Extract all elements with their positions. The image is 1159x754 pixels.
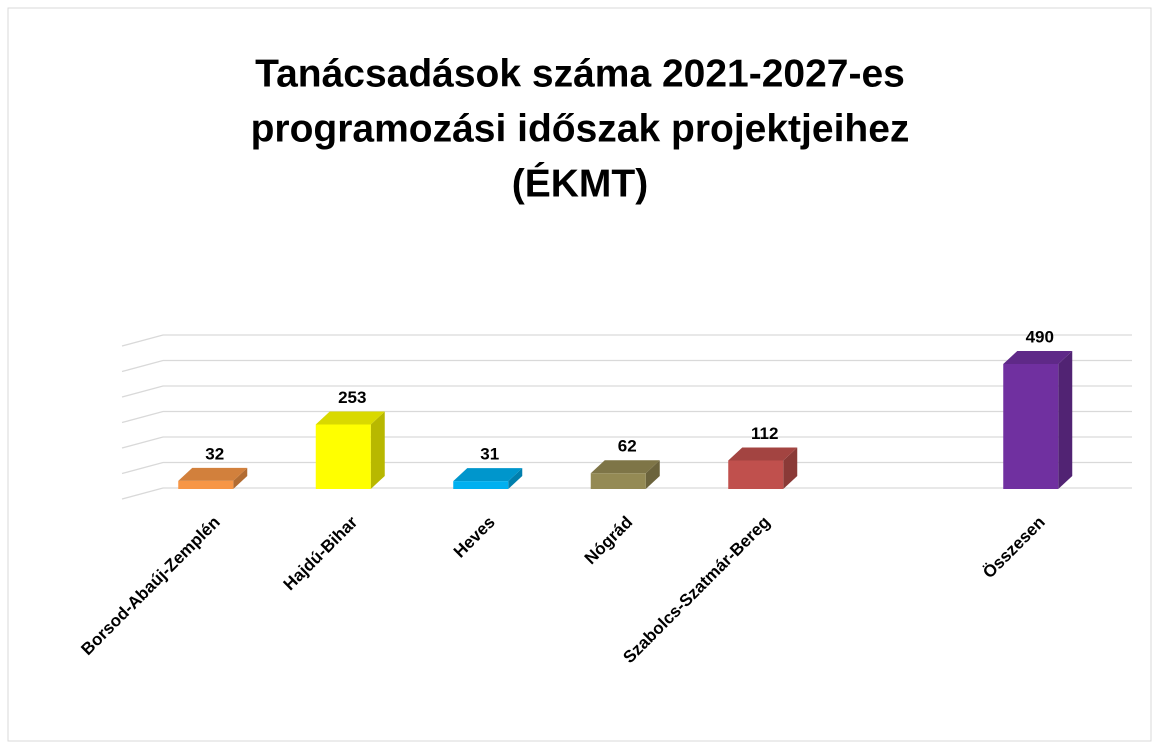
bar-side (508, 468, 523, 489)
data-label: 32 (205, 444, 224, 463)
chart-title: programozási időszak projektjeihez (251, 107, 910, 150)
grid-line (121, 385, 1132, 398)
bar-top (453, 468, 523, 482)
bar-front (315, 424, 371, 489)
bar (453, 468, 523, 489)
bar-front (178, 480, 234, 489)
bar (1003, 351, 1073, 489)
data-label: 490 (1026, 328, 1054, 347)
chart-title: (ÉKMT) (512, 161, 648, 205)
bar (315, 411, 385, 489)
bar-top (728, 447, 798, 461)
bar-top (1003, 351, 1073, 365)
bar-side (783, 447, 798, 489)
bar-top (590, 460, 660, 474)
data-label: 112 (751, 424, 778, 443)
bar-front (728, 460, 784, 489)
grid-line (121, 436, 1132, 449)
grid-line (121, 410, 1132, 424)
bar-top (178, 467, 248, 481)
grid-line (121, 334, 1132, 347)
bar-front (1003, 364, 1059, 489)
bar-front (590, 473, 646, 489)
bar (590, 460, 660, 489)
bar-side (1058, 351, 1073, 489)
chart-border (7, 7, 1152, 742)
grid-line (121, 461, 1132, 475)
bar (728, 447, 798, 489)
bar-side (370, 411, 385, 489)
bar-top (315, 411, 385, 425)
chart-title: Tanácsadások száma 2021-2027-es (255, 52, 905, 95)
bar-side (233, 467, 248, 489)
data-label: 31 (480, 445, 499, 464)
bar (178, 467, 248, 489)
data-label: 62 (618, 437, 637, 456)
bar-side (645, 460, 660, 489)
bar-front (453, 481, 509, 489)
data-label: 253 (338, 388, 366, 407)
grid-line (121, 487, 1132, 500)
grid-line (121, 359, 1132, 373)
